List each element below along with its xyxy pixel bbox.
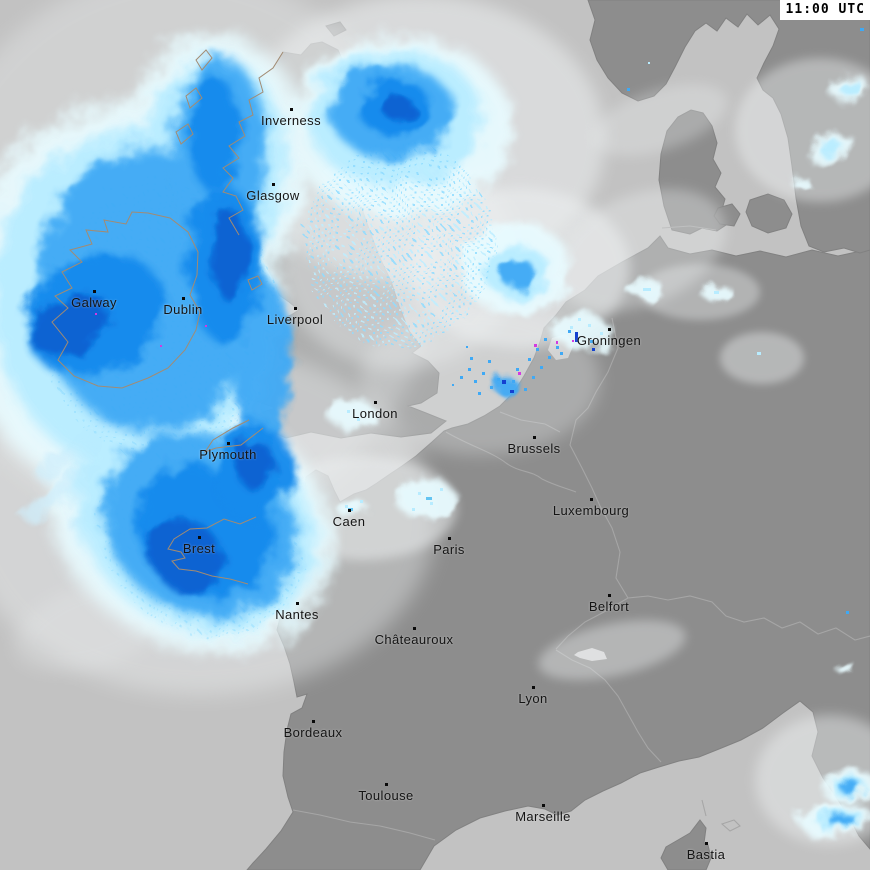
timestamp-badge: 11:00 UTC [779, 0, 870, 20]
coastlines-under-rain [51, 49, 284, 585]
country-borders [292, 225, 870, 841]
